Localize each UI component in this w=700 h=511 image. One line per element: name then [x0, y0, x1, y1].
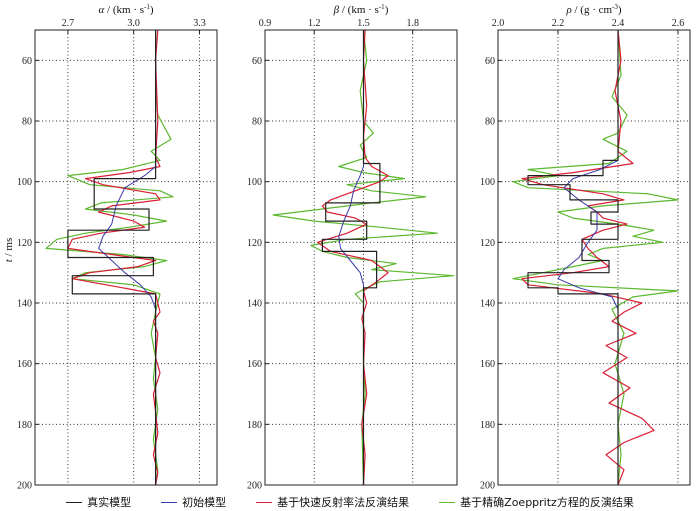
panel-title-alpha: α / (km · s-1) — [98, 3, 153, 16]
series-alpha-true — [68, 30, 156, 485]
legend-swatch-exact — [439, 502, 455, 503]
ytick-label-beta-2: 100 — [247, 177, 262, 188]
legend-swatch-true — [66, 502, 82, 503]
ytick-label-beta-1: 80 — [252, 117, 262, 128]
legend-label-initial: 初始模型 — [182, 494, 226, 510]
xtick-label-rho-3: 2.6 — [672, 18, 685, 29]
ytick-label-rho-5: 160 — [480, 359, 495, 370]
legend-label-fast: 基于快速反射率法反演结果 — [277, 494, 409, 510]
xtick-label-alpha-2: 3.3 — [193, 18, 206, 29]
panel-beta: 0.9 1.2 1.5 1.8 60 80 100 120 140 160 180 200 β / (k… — [247, 3, 457, 492]
series-rho-fast — [522, 30, 654, 485]
series-rho-true — [528, 30, 618, 485]
ytick-label-rho-3: 120 — [480, 238, 495, 249]
series-rho-exact — [513, 30, 678, 485]
ytick-label-beta-4: 140 — [247, 299, 262, 310]
ytick-label-alpha-6: 180 — [17, 420, 32, 431]
series-group-alpha — [46, 30, 173, 485]
xtick-label-beta-0: 0.9 — [259, 18, 272, 29]
ytick-label-alpha-1: 80 — [22, 117, 32, 128]
legend-label-exact: 基于精确Zoeppritz方程的反演结果 — [460, 494, 634, 510]
ytick-label-rho-0: 60 — [485, 56, 495, 67]
ytick-label-beta-0: 60 — [252, 56, 262, 67]
legend-item-fast: 基于快速反射率法反演结果 — [256, 494, 409, 510]
inversion-figure: 2.7 3.0 3.3 60 80 100 120 140 160 180 200 α / (km ·… — [0, 0, 700, 492]
xtick-label-beta-2: 1.5 — [357, 18, 370, 29]
xtick-label-beta-1: 1.2 — [308, 18, 321, 29]
ytick-label-alpha-5: 160 — [17, 359, 32, 370]
ytick-label-beta-7: 200 — [247, 481, 262, 492]
ytick-label-alpha-4: 140 — [17, 299, 32, 310]
panel-title-rho: ρ / (g · cm-3) — [565, 3, 621, 16]
series-beta-fast — [318, 30, 389, 485]
legend-item-exact: 基于精确Zoeppritz方程的反演结果 — [439, 494, 634, 510]
xtick-label-beta-3: 1.8 — [406, 18, 419, 29]
xtick-label-alpha-1: 3.0 — [127, 18, 140, 29]
ytick-label-beta-5: 160 — [247, 359, 262, 370]
legend: 真实模型 初始模型 基于快速反射率法反演结果 基于精确Zoeppritz方程的反… — [0, 494, 700, 510]
panel-alpha: 2.7 3.0 3.3 60 80 100 120 140 160 180 200 α / (km ·… — [17, 3, 217, 492]
xtick-label-rho-2: 2.4 — [612, 18, 625, 29]
panels: 2.7 3.0 3.3 60 80 100 120 140 160 180 200 α / (km ·… — [17, 3, 690, 492]
legend-item-initial: 初始模型 — [161, 494, 226, 510]
ytick-label-beta-6: 180 — [247, 420, 262, 431]
ytick-label-alpha-2: 100 — [17, 177, 32, 188]
legend-swatch-initial — [161, 502, 177, 503]
panel-title-beta: β / (km · s-1) — [333, 3, 389, 16]
panel-rho: 2.0 2.2 2.4 2.6 60 80 100 120 140 160 180 200 ρ / (g… — [480, 3, 690, 492]
ytick-label-alpha-7: 200 — [17, 481, 32, 492]
ytick-label-alpha-3: 120 — [17, 238, 32, 249]
series-group-rho — [513, 30, 678, 485]
legend-label-true: 真实模型 — [87, 494, 131, 510]
series-rho-initial — [558, 30, 618, 485]
ytick-label-rho-2: 100 — [480, 177, 495, 188]
legend-swatch-fast — [256, 502, 272, 503]
xtick-label-rho-1: 2.2 — [552, 18, 565, 29]
ytick-label-rho-7: 200 — [480, 481, 495, 492]
y-axis-label: t / ms — [3, 238, 15, 262]
xtick-label-rho-0: 2.0 — [492, 18, 505, 29]
ytick-label-alpha-0: 60 — [22, 56, 32, 67]
ytick-label-rho-4: 140 — [480, 299, 495, 310]
xtick-label-alpha-0: 2.7 — [62, 18, 75, 29]
ytick-label-rho-6: 180 — [480, 420, 495, 431]
ytick-label-beta-3: 120 — [247, 238, 262, 249]
ytick-label-rho-1: 80 — [485, 117, 495, 128]
legend-item-true: 真实模型 — [66, 494, 131, 510]
